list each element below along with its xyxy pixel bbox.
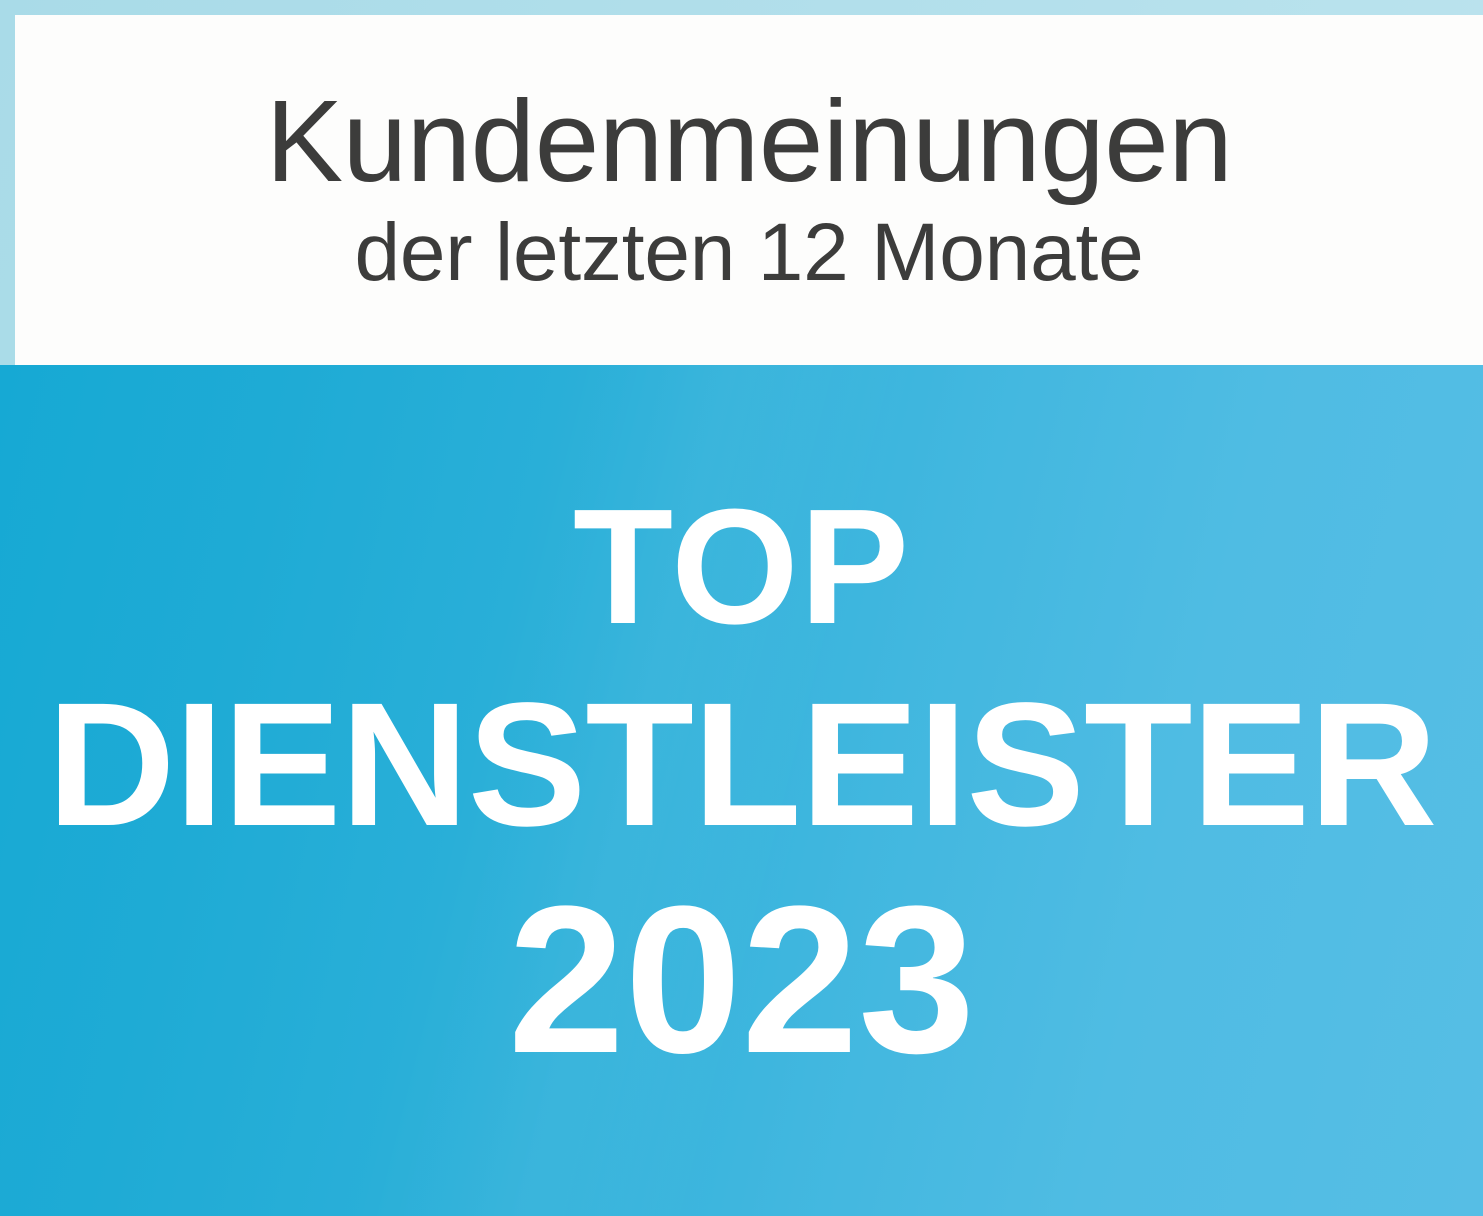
award-text-stack: TOP DIENSTLEISTER 2023 [0, 365, 1483, 1216]
subheadline-zeitraum: der letzten 12 Monate [354, 207, 1144, 299]
headline-kundenmeinungen: Kundenmeinungen [265, 75, 1233, 206]
award-rank-label: TOP [572, 475, 911, 658]
header-panel: Kundenmeinungen der letzten 12 Monate [15, 15, 1483, 365]
award-panel: TOP DIENSTLEISTER 2023 [0, 365, 1483, 1216]
award-year: 2023 [507, 862, 976, 1097]
award-category-label: DIENSTLEISTER [46, 667, 1437, 863]
